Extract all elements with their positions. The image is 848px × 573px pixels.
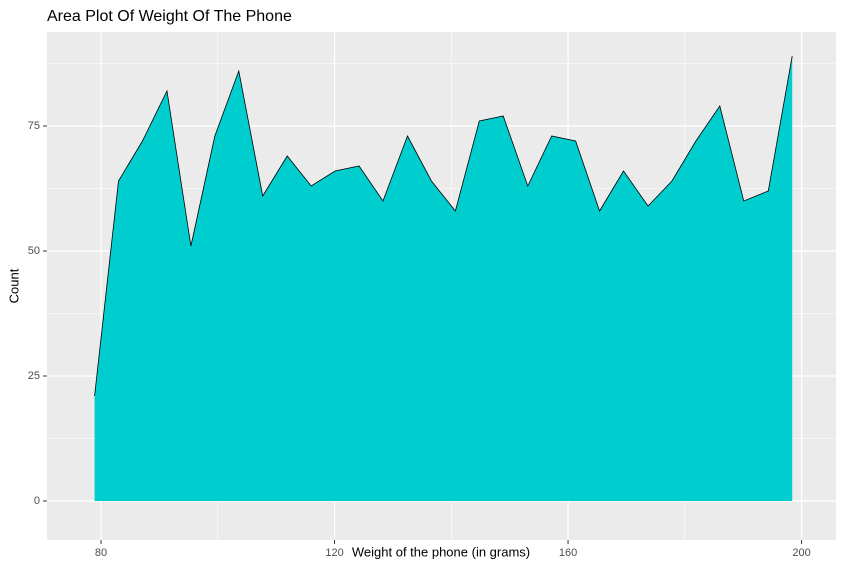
- x-tick-label: 160: [559, 547, 577, 559]
- y-axis-label: Count: [6, 268, 21, 303]
- chart-title: Area Plot Of Weight Of The Phone: [47, 8, 292, 25]
- y-tick-label: 75: [28, 120, 40, 132]
- area-outline: [94, 55, 793, 397]
- x-tick-label: 200: [792, 547, 810, 559]
- y-tick-label: 50: [28, 245, 40, 257]
- y-tick-label: 0: [34, 495, 40, 507]
- x-tick-label: 80: [95, 547, 107, 559]
- y-tick-label: 25: [28, 370, 40, 382]
- area-fill: [94, 56, 793, 501]
- x-axis-label: Weight of the phone (in grams): [352, 544, 530, 559]
- x-tick-label: 120: [325, 547, 343, 559]
